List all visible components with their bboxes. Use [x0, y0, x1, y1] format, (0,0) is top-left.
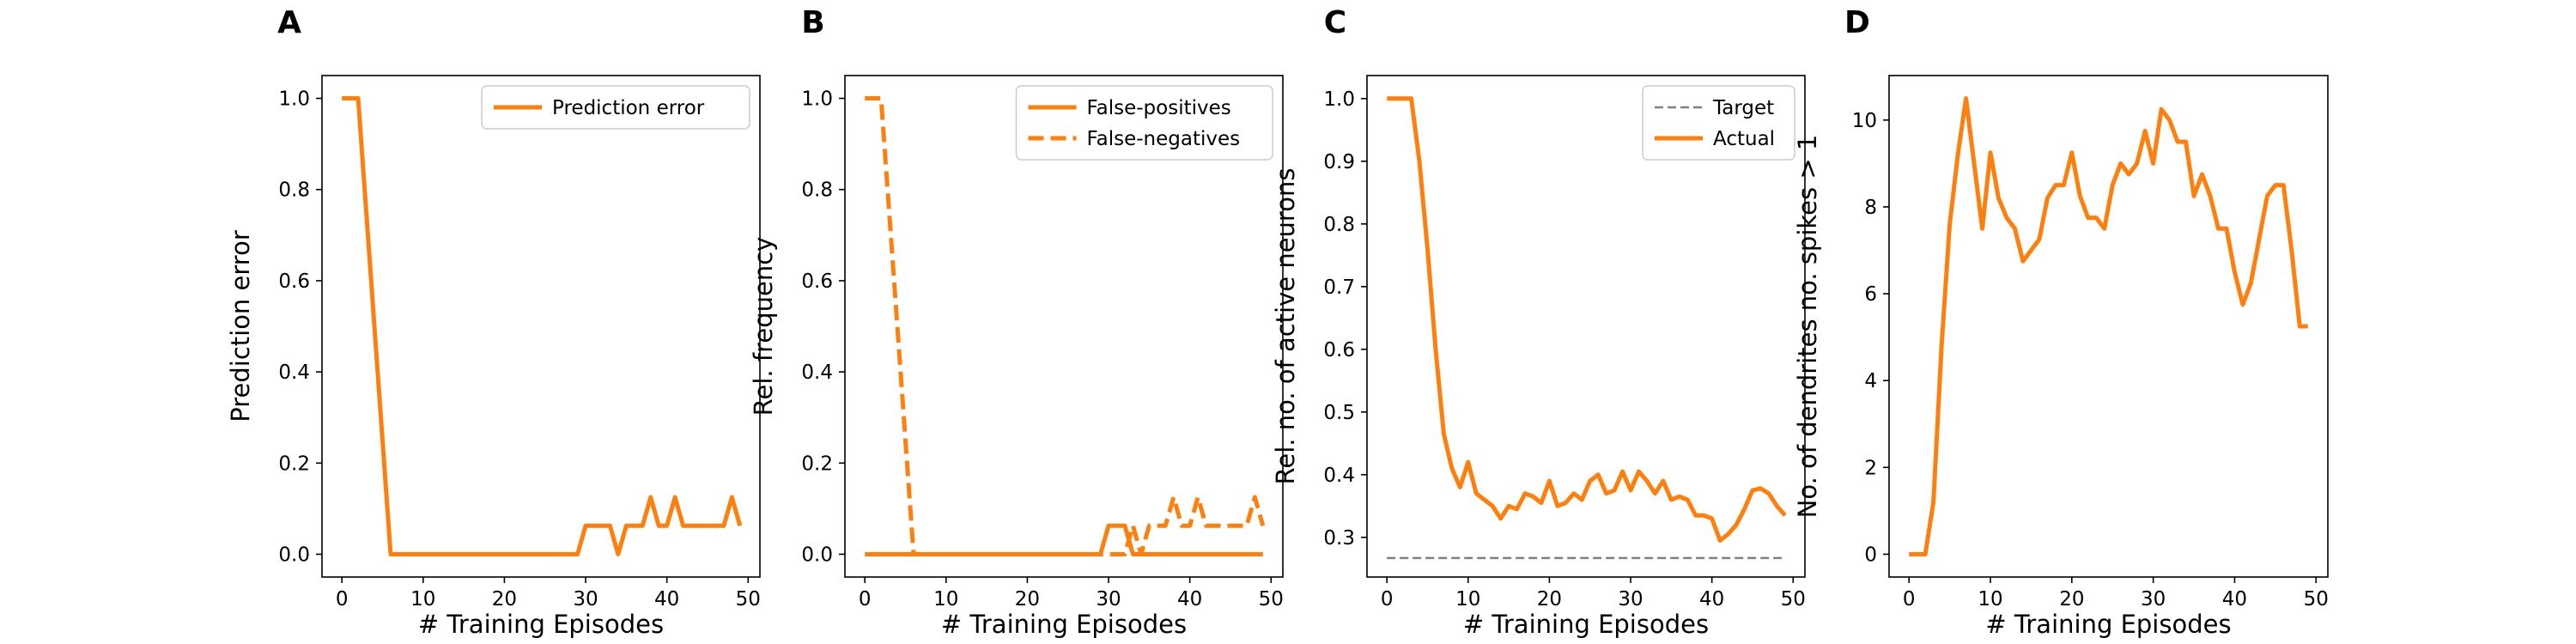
x-tick-label: 40: [2222, 588, 2247, 611]
y-tick-label: 10: [1852, 110, 1877, 132]
x-tick-label: 40: [654, 588, 679, 611]
legend-label: Prediction error: [552, 97, 705, 119]
plot-frame: [321, 75, 761, 578]
y-tick-label: 1.0: [1323, 88, 1355, 111]
plot-frame: [844, 75, 1284, 578]
y-tick-label: 0.2: [801, 453, 833, 475]
x-axis-label: # Training Episodes: [1985, 610, 2231, 639]
legend-frame: [1642, 85, 1795, 161]
panel-letter: A: [277, 5, 301, 40]
x-tick-label: 30: [1096, 588, 1121, 611]
series-line-actual: [1387, 96, 1787, 543]
x-tick-label: 10: [933, 588, 958, 611]
panel-letter: B: [801, 5, 824, 40]
x-tick-label: 0: [859, 588, 872, 611]
series-line-prediction-error: [342, 96, 743, 556]
legend: Prediction error: [481, 85, 750, 130]
x-tick-label: 50: [1259, 588, 1284, 611]
legend-label: False-positives: [1087, 97, 1231, 119]
y-tick-label: 0.5: [1323, 402, 1355, 424]
panel-A: A 0 10 20 30 40 50 0.0 0.2 0.4 0.6 0.8 1.0 # Training…: [226, 5, 761, 639]
y-tick-label: 0.3: [1323, 527, 1355, 550]
x-tick-label: 10: [410, 588, 435, 611]
plot-frame: [1888, 75, 2329, 578]
x-axis-label: # Training Episodes: [418, 610, 664, 639]
series-line-false-negatives: [865, 96, 1266, 556]
y-tick-label: 0.6: [801, 270, 833, 293]
y-tick-label: 0.0: [801, 544, 833, 566]
y-tick-label: 1.0: [801, 88, 833, 111]
y-tick-label: 4: [1864, 370, 1877, 392]
legend-label: Actual: [1713, 128, 1775, 150]
legend-label: False-negatives: [1087, 128, 1241, 150]
x-tick-label: 0: [1381, 588, 1394, 611]
plot-frame: [1366, 75, 1806, 578]
x-tick-label: 40: [1699, 588, 1724, 611]
y-tick-label: 0.8: [801, 179, 833, 202]
y-tick-label: 2: [1864, 457, 1877, 479]
panels-root: A0 10 20 30 40 500.00.20.40.60.81.0# Training…: [226, 5, 2329, 639]
y-tick-label: 0.0: [278, 544, 310, 566]
y-tick-label: 0.6: [278, 270, 310, 293]
x-tick-label: 20: [1537, 588, 1562, 611]
y-tick-label: 1.0: [278, 88, 310, 111]
x-tick-label: 20: [1015, 588, 1040, 611]
x-tick-label: 20: [2059, 588, 2084, 611]
panel-letter: C: [1324, 5, 1346, 40]
x-tick-label: 50: [1781, 588, 1806, 611]
y-axis-label: Rel. no. of active neurons: [1271, 168, 1300, 485]
x-tick-label: 50: [2304, 588, 2329, 611]
y-tick-label: 0.8: [1323, 214, 1355, 236]
legend-label: Target: [1712, 97, 1774, 119]
x-axis-label: # Training Episodes: [941, 610, 1187, 639]
x-tick-label: 50: [736, 588, 761, 611]
y-tick-label: 0.2: [278, 453, 310, 475]
y-tick-label: 0.4: [278, 361, 310, 384]
y-tick-label: 0.4: [801, 361, 833, 384]
series-line-false-positives: [865, 523, 1263, 556]
legend: Target Actual: [1642, 85, 1795, 161]
x-tick-label: 20: [492, 588, 517, 611]
x-tick-label: 30: [2141, 588, 2166, 611]
y-axis-label: No. of dendrites no. spikes > 1: [1793, 135, 1822, 519]
x-tick-label: 10: [1455, 588, 1480, 611]
legend-frame: [1015, 85, 1273, 161]
y-axis-label: Prediction error: [226, 230, 255, 422]
y-tick-label: 0.4: [1323, 465, 1355, 487]
y-tick-label: 0: [1864, 544, 1877, 566]
panel-C: C 0 10 20 30 40 50 0.3 0.4 0.5 0.6 0.7 0.8 0.9 1.0 # Tr…: [1271, 5, 1806, 639]
x-axis-label: # Training Episodes: [1463, 610, 1709, 639]
x-tick-label: 0: [1903, 588, 1916, 611]
panel-letter: D: [1844, 5, 1870, 40]
y-tick-label: 0.6: [1323, 339, 1355, 361]
y-tick-label: 0.9: [1323, 151, 1355, 173]
panel-B: B 0 10 20 30 40 50 0.0 0.2 0.4 0.6 0.8 1.0 # Training…: [749, 5, 1284, 639]
y-axis-label: Rel. frequency: [749, 237, 778, 416]
x-tick-label: 30: [1618, 588, 1643, 611]
legend-frame: [481, 85, 750, 130]
x-tick-label: 40: [1177, 588, 1202, 611]
series-line-data: [1909, 96, 2308, 556]
y-tick-label: 0.8: [278, 179, 310, 202]
y-tick-label: 6: [1864, 283, 1877, 306]
y-tick-label: 8: [1864, 197, 1877, 219]
legend: False-positives False-negatives: [1015, 85, 1273, 161]
y-tick-label: 0.7: [1323, 276, 1355, 299]
x-tick-label: 30: [573, 588, 598, 611]
x-tick-label: 10: [1978, 588, 2002, 611]
x-tick-label: 0: [336, 588, 349, 611]
